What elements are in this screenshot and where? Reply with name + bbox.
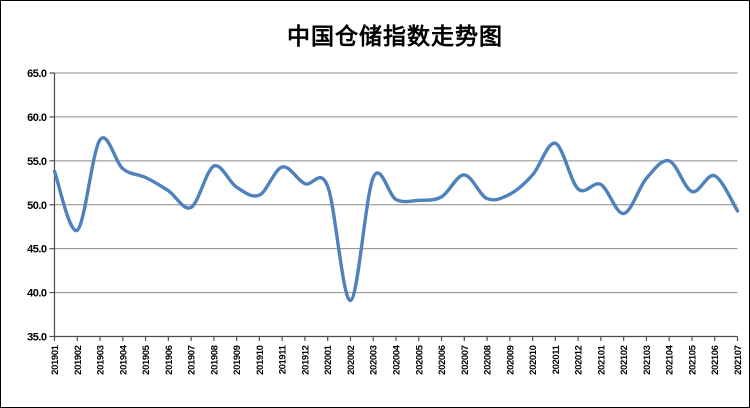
y-axis-tick-label: 60.0	[27, 112, 47, 124]
x-axis-tick-label: 201902	[73, 345, 84, 374]
y-axis-tick-label: 65.0	[27, 68, 47, 80]
x-axis-tick-label: 201912	[300, 345, 311, 374]
x-axis-tick-label: 202006	[437, 345, 448, 374]
x-axis-tick-label: 202010	[528, 345, 539, 374]
x-axis-tick-label: 202005	[414, 344, 425, 374]
chart-title: 中国仓储指数走势图	[287, 24, 503, 49]
x-axis-tick-label: 202008	[483, 345, 494, 374]
y-axis-tick-label: 40.0	[27, 288, 47, 300]
x-axis-tick-label: 202003	[369, 345, 380, 374]
x-axis-tick-label: 202011	[551, 344, 562, 374]
x-axis-tick-label: 201906	[164, 345, 175, 374]
x-axis-tick-label: 201904	[118, 344, 129, 374]
x-axis-tick-label: 201901	[50, 344, 61, 374]
x-axis-tick-label: 202012	[574, 345, 585, 374]
index-trend-line	[52, 136, 740, 303]
y-axis-tick-label: 50.0	[27, 200, 47, 212]
x-axis-tick-label: 202102	[619, 345, 630, 374]
x-axis-tick-label: 201908	[209, 345, 220, 374]
x-axis-tick-label: 202106	[710, 345, 721, 374]
x-axis-tick-label: 202001	[323, 344, 334, 374]
x-axis-tick-label: 202104	[665, 344, 676, 374]
x-axis-tick-label: 202101	[596, 344, 607, 374]
x-axis-tick-label: 202004	[392, 344, 403, 374]
x-axis-tick-label: 202007	[460, 345, 471, 374]
x-axis-tick-label: 201909	[232, 345, 243, 374]
x-axis-tick-label: 201905	[141, 344, 152, 374]
x-axis-tick-label: 202105	[687, 344, 698, 374]
y-axis-tick-label: 35.0	[27, 332, 47, 344]
x-axis-tick-label: 202009	[505, 345, 516, 374]
x-axis-tick-label: 202103	[642, 345, 653, 374]
y-axis-tick-label: 45.0	[27, 244, 47, 256]
y-axis-tick-label: 55.0	[27, 156, 47, 168]
x-axis-tick-label: 201907	[187, 345, 198, 374]
x-axis-tick-label: 202002	[346, 345, 357, 374]
x-axis-tick-label: 202107	[733, 345, 744, 374]
x-axis-tick-label: 201910	[255, 345, 266, 374]
x-axis-tick-label: 201903	[96, 345, 107, 374]
x-axis-tick-label: 201911	[278, 344, 289, 374]
